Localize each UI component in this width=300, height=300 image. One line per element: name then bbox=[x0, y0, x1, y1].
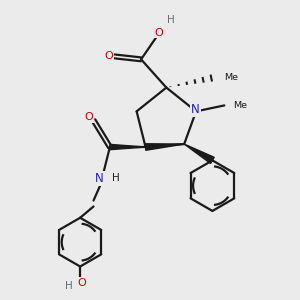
Text: O: O bbox=[77, 278, 86, 288]
Polygon shape bbox=[184, 144, 214, 164]
Text: O: O bbox=[154, 28, 163, 38]
Polygon shape bbox=[110, 144, 146, 150]
Text: H: H bbox=[167, 15, 175, 25]
Text: H: H bbox=[65, 281, 73, 291]
Text: Me: Me bbox=[233, 101, 247, 110]
Text: O: O bbox=[85, 112, 93, 122]
Text: N: N bbox=[191, 103, 200, 116]
Text: O: O bbox=[105, 51, 113, 62]
Text: H: H bbox=[112, 173, 120, 183]
Text: N: N bbox=[95, 172, 104, 185]
Text: Me: Me bbox=[224, 73, 238, 82]
Polygon shape bbox=[145, 144, 184, 150]
